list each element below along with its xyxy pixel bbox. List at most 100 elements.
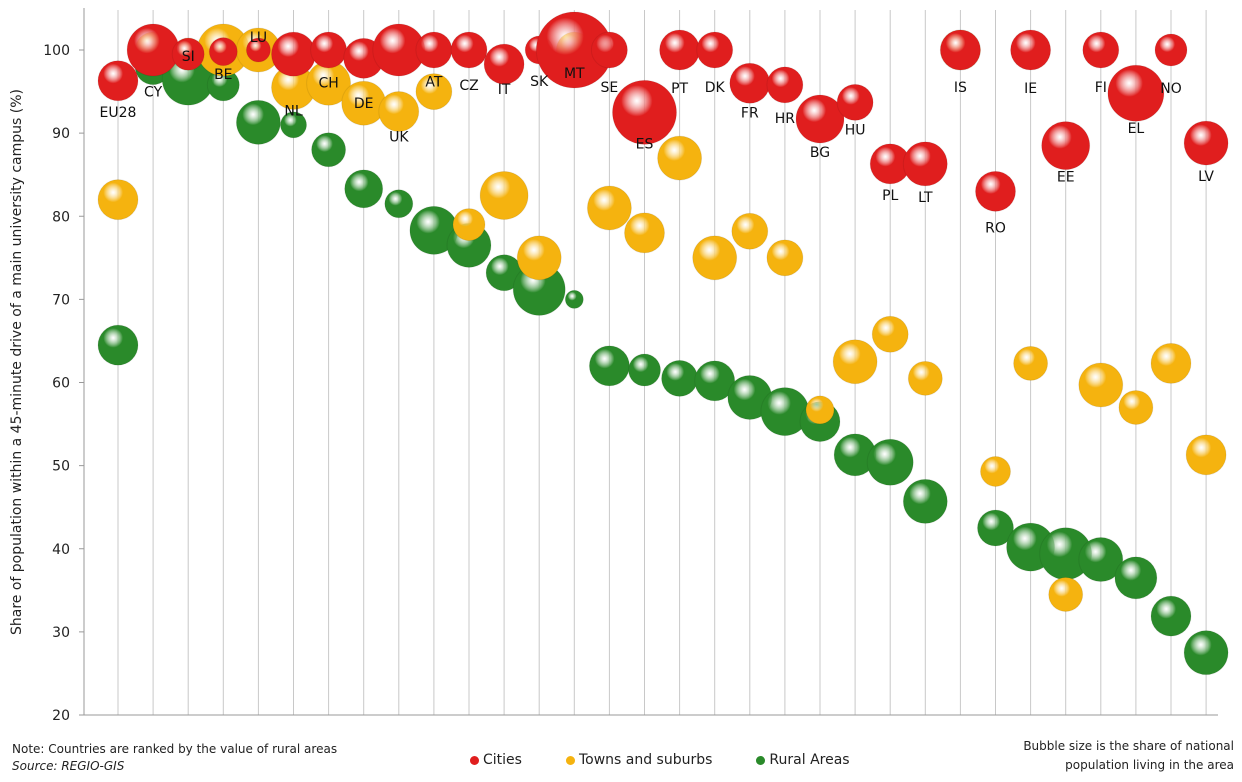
bubble-cities-ch: [310, 31, 348, 69]
legend-swatch-rural: [756, 755, 766, 765]
bubble-cities-ro: [975, 170, 1016, 212]
bubble-towns-and-suburbs-ee: [1048, 576, 1084, 612]
bubble-cities-pt: [659, 29, 701, 71]
bubble-towns-and-suburbs-sk: [516, 235, 562, 281]
bubble-rural-areas-no: [1150, 595, 1192, 637]
bubble-cities-lu: [245, 37, 271, 63]
bubble-cities-fr: [729, 62, 771, 104]
bubble-rural-areas-lt: [902, 478, 948, 524]
bubble-towns-and-suburbs-el: [1118, 389, 1154, 425]
bubble-towns-and-suburbs-bg: [805, 395, 835, 425]
bubble-towns-and-suburbs-ro: [980, 455, 1011, 487]
bubble-towns-and-suburbs-se: [586, 185, 632, 231]
y-tick-label-100: 100: [43, 43, 70, 59]
bubble-towns-and-suburbs-ie: [1013, 345, 1049, 381]
bubble-rural-areas-pl: [866, 438, 914, 486]
bubble-cities-be: [208, 37, 238, 67]
chart-note: Note: Countries are ranked by the value …: [12, 741, 337, 775]
category-label-nl: NL: [284, 103, 302, 119]
bubble-cities-no: [1154, 33, 1188, 67]
legend-swatch-cities: [470, 755, 479, 765]
category-label-dk: DK: [705, 80, 726, 96]
bubble-cities-eu28: [97, 60, 139, 102]
category-label-fr: FR: [741, 105, 759, 121]
bubble-rural-areas-el: [1114, 556, 1158, 600]
bubble-cities-fi: [1082, 31, 1120, 69]
category-label-el: EL: [1128, 121, 1145, 137]
category-label-sk: SK: [530, 74, 549, 90]
category-label-si: SI: [182, 49, 195, 65]
bubble-towns-and-suburbs-uk: [378, 91, 420, 133]
bubble-towns-and-suburbs-fr: [731, 212, 769, 250]
legend-item-cities: Cities: [470, 752, 522, 768]
bubble-size-note: Bubble size is the share of national pop…: [984, 737, 1234, 775]
legend-label-rural: Rural Areas: [769, 752, 850, 768]
bubble-rural-areas-lv: [1183, 630, 1229, 676]
y-tick-label-30: 30: [52, 625, 70, 641]
legend-item-rural: Rural Areas: [756, 752, 850, 768]
bubble-cities-lv: [1183, 120, 1229, 166]
category-label-cy: CY: [144, 85, 163, 101]
bubble-cities-el: [1107, 64, 1165, 122]
bubble-rural-areas-se: [588, 345, 630, 387]
bubble-cities-dk: [696, 31, 734, 69]
bubble-rural-areas-fi: [1078, 537, 1124, 583]
category-label-ch: CH: [318, 75, 338, 91]
bubble-cities-se: [590, 31, 628, 69]
category-label-cz: CZ: [459, 78, 478, 94]
category-label-lu: LU: [250, 30, 267, 46]
bubble-cities-it: [483, 43, 525, 85]
bubble-rural-areas-uk: [384, 189, 414, 219]
bubble-cities-hr: [766, 66, 804, 104]
bubble-cities-nl: [271, 31, 316, 77]
category-label-hu: HU: [845, 122, 866, 138]
legend-swatch-towns: [565, 755, 575, 765]
legend-item-towns: Towns and suburbs: [565, 752, 713, 768]
y-tick-label-50: 50: [52, 459, 70, 475]
category-label-it: IT: [498, 82, 511, 98]
bubble-rural-areas-ch: [311, 132, 347, 168]
bubble-rural-areas-de: [344, 169, 384, 209]
bubble-towns-and-suburbs-cz: [452, 208, 486, 242]
bubble-cities-cz: [450, 31, 488, 69]
chart-labels: EU28 CY SI BE LU NL CH DE UK AT CZ IT SK MT SE ES PT DK FR…: [100, 30, 1215, 236]
category-label-hr: HR: [775, 111, 796, 127]
note-text: Note: Countries are ranked by the value …: [12, 742, 338, 756]
size-note-line1: Bubble size is the share of national: [1023, 739, 1234, 753]
category-label-se: SE: [601, 80, 619, 96]
bubble-rural-areas-dk: [694, 360, 736, 402]
bubble-cities-bg: [795, 94, 845, 144]
category-label-pl: PL: [882, 188, 898, 204]
bubble-towns-and-suburbs-dk: [692, 235, 738, 281]
y-tick-label-90: 90: [52, 126, 70, 142]
bubble-cities-is: [939, 29, 981, 71]
bubble-rural-areas-eu28: [97, 324, 139, 366]
bubble-cities-es: [612, 79, 677, 145]
bubble-towns-and-suburbs-pt: [657, 135, 703, 181]
bubble-towns-and-suburbs-eu28: [97, 179, 139, 221]
bubble-cities-hu: [836, 83, 874, 121]
chart-axes: 20 30 40 50 60 70 80 90 100: [43, 8, 1218, 724]
bubble-chart: 20 30 40 50 60 70 80 90 100 EU28 CY SI BE LU NL CH DE UK…: [43, 8, 1229, 724]
category-label-mt: MT: [564, 66, 585, 82]
legend-label-towns: Towns and suburbs: [578, 752, 713, 768]
bubble-rural-areas-lu: [235, 99, 281, 145]
category-label-pt: PT: [671, 81, 688, 97]
bubble-cities-si: [171, 37, 205, 71]
category-label-ee: EE: [1057, 170, 1075, 186]
chart-bubbles: [97, 11, 1229, 676]
bubble-rural-areas-ro: [977, 509, 1014, 547]
y-tick-label-40: 40: [52, 542, 70, 558]
size-note-line2: population living in the area: [1065, 758, 1234, 772]
bubble-rural-areas-mt: [564, 289, 584, 309]
category-label-uk: UK: [389, 130, 409, 146]
bubble-cities-cy: [126, 23, 180, 77]
bubble-towns-and-suburbs-at: [415, 73, 453, 111]
category-label-de: DE: [354, 96, 374, 112]
category-label-ro: RO: [985, 220, 1006, 236]
bubble-towns-and-suburbs-it: [479, 170, 529, 220]
y-tick-label-80: 80: [52, 209, 70, 225]
category-label-fi: FI: [1095, 80, 1107, 96]
y-tick-label-60: 60: [52, 376, 70, 392]
bubble-towns-and-suburbs-es: [624, 212, 665, 254]
